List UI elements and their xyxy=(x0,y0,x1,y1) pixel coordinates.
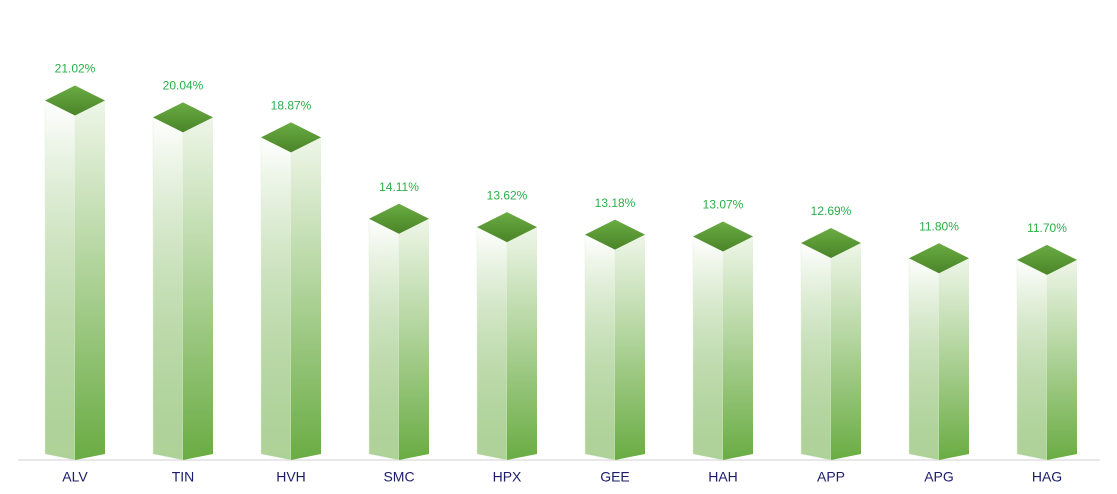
bar-top xyxy=(909,243,969,274)
bar-left-face xyxy=(800,242,832,461)
value-label: 14.11% xyxy=(379,180,419,194)
value-label: 13.62% xyxy=(487,188,528,202)
bar-top xyxy=(261,122,321,153)
bar-left-face xyxy=(476,226,508,461)
x-tick-label: APG xyxy=(924,469,954,485)
bar-left-face xyxy=(584,234,616,461)
x-tick-label: TIN xyxy=(172,469,195,485)
x-tick-label: HAG xyxy=(1032,469,1062,485)
bar-top xyxy=(477,212,537,243)
bar-left-face xyxy=(1016,259,1048,461)
bar-right-face xyxy=(723,236,753,460)
x-tick-label: HVH xyxy=(276,469,306,485)
bar-right-face xyxy=(1047,259,1077,460)
x-tick-label: GEE xyxy=(600,469,630,485)
bar-top xyxy=(153,102,213,133)
bar-left-face xyxy=(908,257,940,461)
bar-right-face xyxy=(507,227,537,460)
bar-top xyxy=(801,228,861,259)
bar-right-face xyxy=(831,243,861,460)
x-tick-label: HPX xyxy=(493,469,522,485)
value-label: 13.07% xyxy=(703,198,744,212)
bar-top xyxy=(369,203,429,234)
bar-top xyxy=(45,85,105,116)
value-label: 21.02% xyxy=(55,62,96,76)
bar-top xyxy=(693,221,753,252)
x-tick-label: SMC xyxy=(383,469,414,485)
bar-left-face xyxy=(260,136,292,461)
bar-right-face xyxy=(939,258,969,460)
bar-left-face xyxy=(368,218,400,461)
bar-right-face xyxy=(75,100,105,461)
value-label: 18.87% xyxy=(271,98,312,112)
bar-left-face xyxy=(152,116,184,461)
bar-right-face xyxy=(615,234,645,460)
bar-right-face xyxy=(399,218,429,460)
bar-right-face xyxy=(183,117,213,460)
bar-left-face xyxy=(44,100,76,461)
bar-top xyxy=(585,219,645,250)
bar-top xyxy=(1017,244,1077,275)
value-label: 20.04% xyxy=(163,78,204,92)
x-tick-label: ALV xyxy=(62,469,88,485)
bar-right-face xyxy=(291,137,321,460)
value-label: 12.69% xyxy=(811,204,852,218)
value-label: 11.80% xyxy=(919,219,959,233)
bar-left-face xyxy=(692,236,724,461)
x-tick-label: APP xyxy=(817,469,845,485)
value-label: 11.70% xyxy=(1027,221,1067,235)
x-tick-label: HAH xyxy=(708,469,738,485)
value-label: 13.18% xyxy=(595,196,636,210)
